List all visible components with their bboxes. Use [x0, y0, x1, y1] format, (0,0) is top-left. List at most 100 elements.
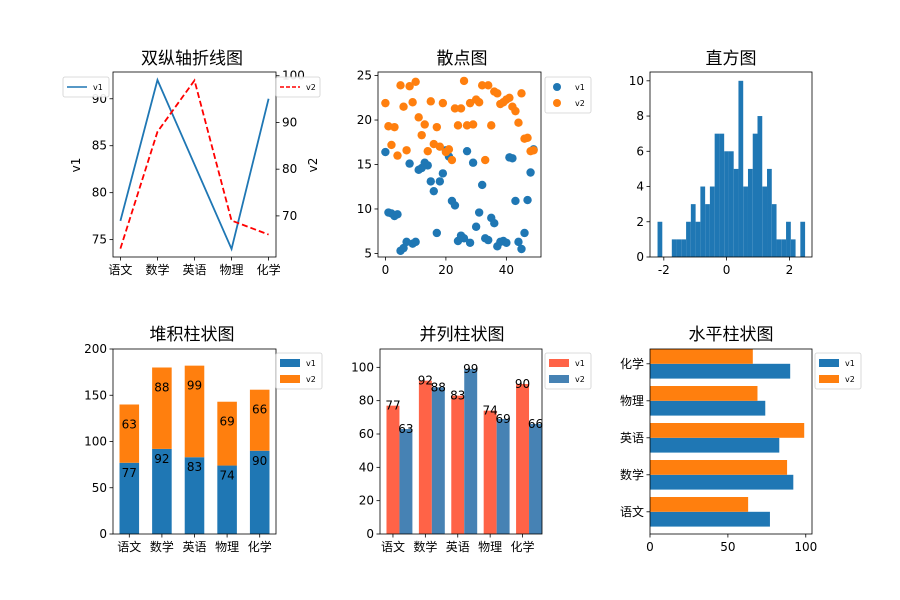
x-tick-label: 物理	[478, 540, 502, 554]
legend-patch-swatch	[280, 359, 300, 367]
legend-patch-swatch	[819, 359, 839, 367]
scatter-chart: 散点图 5 10 15 20 25 0 20 40 v1 v2	[357, 49, 592, 277]
x-tick-label: 化学	[257, 262, 281, 277]
scatter-point-v1	[526, 168, 535, 177]
y-tick-label: 20	[357, 113, 372, 127]
data-label: 83	[450, 389, 465, 403]
scatter-point-v1	[381, 147, 390, 157]
legend-label: v2	[845, 375, 855, 384]
scatter-point-v2	[414, 113, 423, 122]
legend-label: v1	[575, 359, 585, 368]
data-label: 77	[385, 399, 400, 413]
histogram-bar	[686, 221, 691, 257]
data-label: 99	[463, 362, 478, 376]
stacked-bar-v1	[249, 450, 270, 534]
scatter-point-v1	[471, 222, 481, 231]
scatter-point-v2	[481, 155, 490, 165]
data-label: 92	[418, 374, 433, 388]
histogram-bar	[776, 239, 782, 257]
horizontal-bar-v2	[650, 386, 758, 401]
scatter-point-v2	[474, 98, 484, 107]
horizontal-bar-v2	[650, 460, 788, 475]
data-label: 88	[154, 381, 169, 395]
y-tick-label: 100	[84, 435, 107, 449]
x-tick-label: 英语	[446, 540, 470, 554]
legend-label: v2	[306, 375, 316, 384]
stacked-bar-v1	[119, 462, 140, 534]
grouped-bar-v1	[483, 410, 497, 534]
horizontal-bar-chart: 水平柱状图 语文 数学 英语 物理 化学 0 50 100 v1 v2	[620, 325, 862, 554]
scatter-point-v2	[456, 104, 466, 113]
histogram-bar	[705, 204, 710, 257]
scatter-point-v2	[435, 142, 445, 151]
legend-patch-swatch	[819, 375, 839, 383]
legend-label: v2	[575, 375, 585, 384]
data-label: 99	[187, 379, 202, 393]
scatter-point-v2	[438, 98, 448, 108]
y-tick-label: 0	[366, 527, 374, 541]
legend-label: v2	[306, 83, 316, 92]
scatter-point-v1	[508, 154, 517, 163]
histogram-bar	[767, 168, 772, 257]
x-tick-label: 英语	[182, 540, 206, 554]
legend-patch-swatch	[549, 375, 569, 383]
y-tick-label: 200	[84, 342, 107, 356]
histogram-bar	[657, 221, 663, 257]
scatter-point-v2	[405, 82, 414, 91]
scatter-point-v1	[450, 201, 460, 210]
scatter-point-v2	[390, 122, 399, 132]
y-tick-label: 20	[359, 494, 374, 508]
histogram-bar	[752, 133, 758, 257]
scatter-point-v2	[487, 121, 496, 130]
scatter-point-v2	[381, 98, 390, 108]
scatter-point-v2	[444, 145, 454, 154]
histogram-bar	[714, 133, 720, 257]
chart-title: 堆积柱状图	[150, 325, 235, 345]
x-tick-label: 语文	[117, 539, 141, 554]
y-tick-label: 40	[359, 460, 374, 474]
stacked-bar-v1	[184, 457, 205, 534]
y-tick-label: 80	[92, 186, 107, 200]
x-tick-label: 数学	[150, 539, 174, 554]
data-label: 69	[495, 412, 510, 426]
x-tick-label: 物理	[215, 540, 239, 554]
y-tick-label: 60	[359, 427, 374, 441]
scatter-point-v2	[511, 106, 520, 116]
x-tick-label: 100	[794, 540, 817, 554]
scatter-point-v1	[484, 235, 493, 245]
scatter-point-v1	[411, 237, 420, 247]
scatter-point-v1	[399, 243, 408, 253]
histogram-bar	[690, 204, 696, 257]
y-tick-label: 150	[84, 388, 107, 402]
x-tick-label: 0	[646, 540, 654, 554]
histogram-bar	[757, 116, 763, 257]
scatter-point-v2	[447, 155, 457, 165]
x-tick-label: 数学	[145, 262, 169, 277]
scatter-point-v2	[423, 146, 432, 156]
data-label: 66	[528, 417, 543, 431]
scatter-point-v1	[468, 158, 478, 167]
scatter-point-v2	[529, 146, 538, 155]
chart-title: 直方图	[706, 49, 757, 69]
chart-title: 双纵轴折线图	[141, 49, 243, 69]
scatter-point-v1	[520, 228, 529, 238]
stacked-bar-v2	[217, 401, 237, 466]
scatter-point-v2	[396, 81, 405, 90]
scatter-point-v2	[387, 140, 396, 150]
scatter-point-v1	[474, 208, 484, 217]
y-tick-label: 4	[636, 180, 644, 194]
histogram-bar	[700, 186, 706, 257]
histogram-bar	[671, 239, 677, 257]
histogram-bar	[719, 133, 725, 257]
y-axis-label-left: v1	[69, 158, 83, 173]
legend-marker-swatch	[553, 99, 561, 107]
y-tick-label: 85	[92, 139, 107, 153]
scatter-point-v1	[435, 177, 445, 186]
legend-label: v2	[575, 99, 585, 108]
y-tick-label: 化学	[620, 356, 644, 371]
horizontal-bar-v1	[650, 437, 780, 453]
x-tick-label: 40	[499, 263, 514, 277]
scatter-point-v1	[405, 159, 414, 168]
scatter-point-v1	[462, 146, 472, 156]
